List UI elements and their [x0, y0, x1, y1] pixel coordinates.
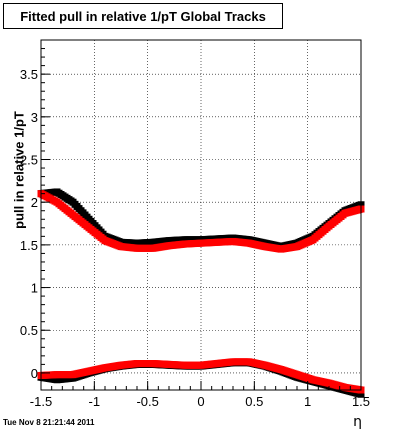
data-points [37, 188, 365, 398]
y-tick-label: 0 [31, 366, 38, 381]
y-tick-label: 3 [31, 110, 38, 125]
y-tick-label: 2 [31, 195, 38, 210]
x-tick-label: -1 [89, 394, 101, 409]
y-axis-label: pull in relative 1/pT [11, 111, 27, 229]
chart-title: Fitted pull in relative 1/pT Global Trac… [3, 3, 283, 29]
x-tick-label: 0.5 [245, 394, 263, 409]
axis-ticks: -1.5 -1 -0.5 0 0.5 1 1.5 0 0.5 1 1.5 2 2.5 3 3.5 [20, 48, 370, 409]
x-tick-label: 1 [304, 394, 311, 409]
x-tick-label: 0 [197, 394, 204, 409]
y-tick-label: 2.5 [20, 153, 38, 168]
series [37, 358, 365, 394]
x-tick-label: -1.5 [30, 394, 52, 409]
y-tick-label: 0.5 [20, 323, 38, 338]
x-axis-label: η [353, 414, 362, 430]
x-tick-label: -0.5 [136, 394, 158, 409]
timestamp: Tue Nov 8 21:21:44 2011 [3, 418, 95, 427]
x-tick-label: 1.5 [352, 394, 370, 409]
y-tick-label: 1.5 [20, 238, 38, 253]
data-point [357, 390, 365, 398]
y-tick-label: 3.5 [20, 67, 38, 82]
series [37, 190, 365, 253]
y-tick-label: 1 [31, 281, 38, 296]
